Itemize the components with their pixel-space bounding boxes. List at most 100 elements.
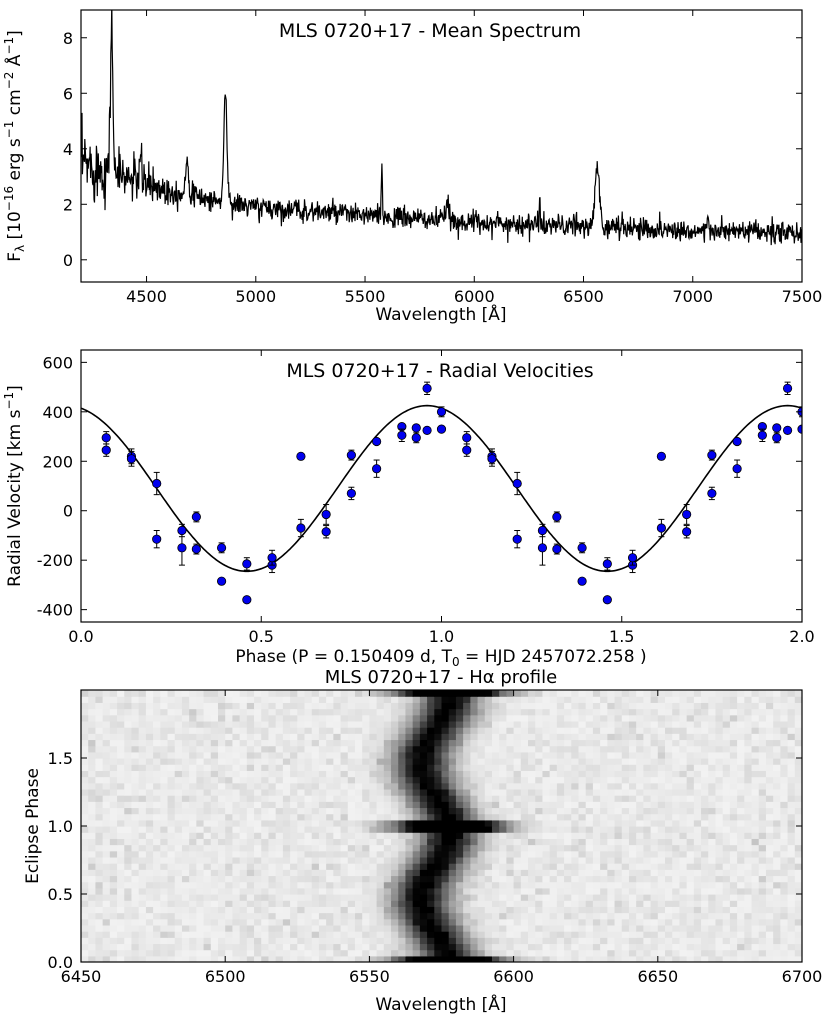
halpha-pixel: [477, 696, 486, 703]
halpha-pixel: [275, 696, 284, 703]
halpha-pixel: [398, 733, 407, 741]
halpha-pixel: [217, 949, 226, 957]
halpha-pixel: [484, 832, 493, 839]
halpha-pixel: [290, 881, 298, 889]
halpha-pixel: [138, 838, 147, 846]
halpha-pixel: [290, 813, 298, 821]
halpha-pixel: [268, 943, 277, 951]
halpha-pixel: [542, 720, 551, 728]
rv-point: [772, 433, 782, 443]
halpha-pixel: [780, 727, 789, 734]
halpha-pixel: [701, 727, 709, 734]
halpha-pixel: [203, 906, 212, 914]
halpha-pixel: [383, 690, 392, 697]
halpha-pixel: [621, 708, 630, 716]
halpha-pixel: [592, 696, 601, 703]
halpha-pixel: [419, 758, 428, 765]
halpha-pixel: [160, 696, 169, 703]
halpha-pixel: [585, 807, 594, 815]
halpha-pixel: [600, 720, 608, 728]
halpha-pixel: [477, 832, 486, 839]
halpha-pixel: [787, 708, 796, 716]
halpha-pixel: [131, 937, 140, 945]
halpha-pixel: [376, 850, 385, 858]
halpha-pixel: [737, 807, 745, 815]
halpha-pixel: [181, 894, 190, 901]
halpha-pixel: [737, 758, 745, 765]
halpha-pixel: [564, 949, 572, 957]
halpha-pixel: [679, 955, 688, 962]
halpha-pixel: [297, 894, 306, 901]
halpha-pixel: [564, 739, 572, 747]
halpha-pixel: [391, 832, 399, 839]
halpha-pixel: [477, 807, 486, 815]
halpha-pixel: [232, 838, 241, 846]
halpha-pixel: [643, 733, 652, 741]
halpha-pixel: [95, 894, 104, 901]
halpha-pixel: [398, 918, 407, 926]
halpha-pixel: [758, 819, 767, 827]
halpha-pixel: [405, 813, 414, 821]
halpha-pixel: [715, 955, 724, 962]
halpha-pixel: [708, 782, 717, 790]
halpha-pixel: [225, 819, 234, 827]
halpha-pixel: [787, 832, 796, 839]
halpha-pixel: [463, 924, 471, 932]
halpha-pixel: [210, 887, 219, 895]
halpha-pixel: [722, 887, 731, 895]
halpha-pixel: [297, 801, 306, 809]
halpha-pixel: [239, 826, 248, 833]
halpha-pixel: [181, 739, 190, 747]
halpha-pixel: [758, 733, 767, 741]
halpha-pixel: [268, 955, 277, 962]
halpha-pixel: [131, 906, 140, 914]
halpha-pixel: [585, 869, 594, 877]
halpha-pixel: [376, 900, 385, 907]
rv-point: [346, 450, 356, 460]
halpha-pixel: [354, 937, 363, 945]
halpha-pixel: [160, 782, 169, 790]
halpha-pixel: [268, 739, 277, 747]
halpha-pixel: [643, 918, 652, 926]
halpha-pixel: [484, 937, 493, 945]
halpha-pixel: [290, 869, 298, 877]
halpha-pixel: [275, 776, 284, 784]
halpha-pixel: [463, 795, 471, 802]
halpha-pixel: [513, 714, 522, 722]
halpha-pixel: [412, 875, 421, 883]
halpha-pixel: [441, 696, 450, 703]
halpha-pixel: [232, 875, 241, 883]
halpha-pixel: [585, 708, 594, 716]
halpha-pixel: [196, 702, 205, 710]
halpha-pixel: [556, 807, 565, 815]
halpha-pixel: [592, 881, 601, 889]
halpha-pixel: [210, 702, 219, 710]
halpha-pixel: [217, 745, 226, 753]
halpha-pixel: [304, 807, 313, 815]
halpha-pixel: [196, 856, 205, 864]
halpha-pixel: [369, 819, 378, 827]
halpha-pixel: [556, 906, 565, 914]
halpha-pixel: [693, 881, 702, 889]
halpha-pixel: [246, 782, 255, 790]
halpha-pixel: [628, 949, 637, 957]
halpha-pixel: [535, 881, 544, 889]
halpha-pixel: [556, 856, 565, 864]
halpha-pixel: [578, 745, 587, 753]
halpha-pixel: [701, 801, 709, 809]
halpha-pixel: [261, 894, 270, 901]
halpha-pixel: [787, 924, 796, 932]
halpha-pixel: [131, 856, 140, 864]
halpha-pixel: [564, 912, 572, 920]
halpha-pixel: [196, 788, 205, 796]
halpha-pixel: [787, 906, 796, 914]
halpha-pixel: [174, 838, 183, 846]
halpha-pixel: [405, 887, 414, 895]
halpha-pixel: [549, 714, 558, 722]
halpha-pixel: [196, 745, 205, 753]
halpha-pixel: [477, 708, 486, 716]
halpha-pixel: [463, 801, 471, 809]
halpha-pixel: [729, 869, 738, 877]
halpha-pixel: [448, 900, 457, 907]
halpha-pixel: [773, 850, 781, 858]
